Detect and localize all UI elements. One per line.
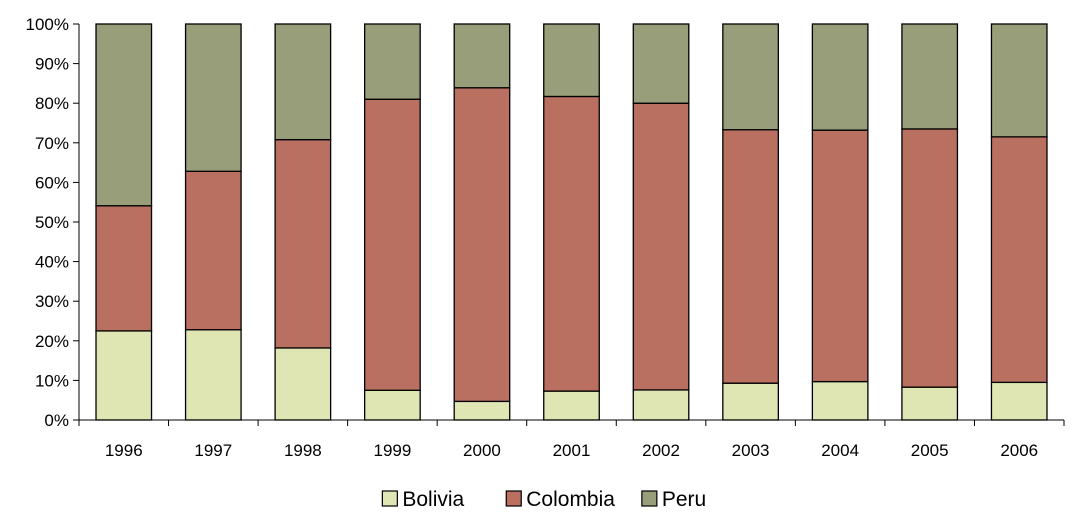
bar-colombia-2006	[990, 136, 1048, 384]
legend-swatch-bolivia	[381, 490, 398, 507]
bar-bolivia-2004	[811, 380, 869, 421]
bar-bolivia-1999	[363, 389, 421, 421]
bar-colombia-1998	[274, 138, 332, 349]
bar-bolivia-2000	[453, 400, 511, 421]
y-tick-label: 50%	[35, 213, 69, 232]
bar-bolivia-2001	[543, 390, 600, 421]
bar-peru-1996	[95, 23, 153, 207]
bar-colombia-1996	[95, 205, 153, 332]
legend-label-colombia: Colombia	[526, 488, 615, 511]
bar-peru-2004	[811, 23, 869, 131]
y-tick-label: 30%	[35, 292, 69, 311]
y-tick-label: 90%	[35, 55, 69, 74]
bar-peru-2000	[453, 23, 511, 89]
bar-bolivia-1997	[184, 329, 242, 421]
bar-peru-2002	[632, 23, 690, 104]
bar-bolivia-2005	[901, 386, 959, 421]
legend-swatch-colombia	[505, 490, 522, 507]
bar-colombia-1997	[184, 170, 242, 331]
bar-colombia-2000	[453, 87, 511, 403]
x-tick-label: 1998	[284, 441, 322, 460]
bar-colombia-2001	[543, 95, 600, 392]
bar-bolivia-2003	[722, 382, 780, 421]
x-tick-label: 2002	[642, 441, 680, 460]
legend-label-peru: Peru	[662, 488, 706, 511]
bar-colombia-2004	[811, 129, 869, 383]
y-tick-label: 0%	[44, 411, 69, 430]
bar-peru-1998	[274, 23, 332, 141]
y-tick-label: 80%	[35, 94, 69, 113]
bar-bolivia-1996	[95, 330, 153, 421]
y-axis: 0% 10% 20% 30% 40% 50% 60% 70% 80% 90% 100%	[26, 15, 80, 430]
bar-colombia-2003	[722, 129, 780, 384]
bars	[95, 23, 1048, 421]
x-tick-label: 2001	[553, 441, 591, 460]
x-tick-label: 2006	[1000, 441, 1038, 460]
y-tick-label: 70%	[35, 134, 69, 153]
bar-peru-2006	[990, 23, 1048, 138]
x-tick-label: 1997	[194, 441, 232, 460]
legend-label-bolivia: Bolivia	[402, 488, 464, 511]
x-tick-label: 2000	[463, 441, 501, 460]
x-axis: 1996 1997 1998 1999 2000 2001 2002 2003 2004 2005…	[78, 419, 1065, 460]
y-tick-label: 10%	[35, 371, 69, 390]
bar-bolivia-2006	[990, 381, 1048, 421]
x-tick-label: 2004	[821, 441, 859, 460]
x-tick-label: 1999	[373, 441, 411, 460]
bar-colombia-1999	[363, 98, 421, 391]
x-tick-label: 2003	[732, 441, 770, 460]
y-tick-label: 60%	[35, 173, 69, 192]
bar-peru-2005	[901, 23, 959, 130]
bar-peru-1999	[363, 23, 421, 100]
y-tick-label: 100%	[26, 15, 69, 34]
y-tick-label: 20%	[35, 332, 69, 351]
legend: Bolivia Colombia Peru	[381, 488, 706, 511]
x-tick-label: 1996	[105, 441, 143, 460]
legend-swatch-peru	[641, 490, 658, 507]
y-tick-label: 40%	[35, 253, 69, 272]
bar-bolivia-1998	[274, 347, 332, 421]
bar-bolivia-2002	[632, 389, 690, 421]
bar-peru-2003	[722, 23, 780, 131]
bar-peru-2001	[543, 23, 600, 98]
bar-colombia-2002	[632, 102, 690, 391]
bar-peru-1997	[184, 23, 242, 172]
bar-colombia-2005	[901, 128, 959, 388]
x-tick-label: 2005	[911, 441, 949, 460]
